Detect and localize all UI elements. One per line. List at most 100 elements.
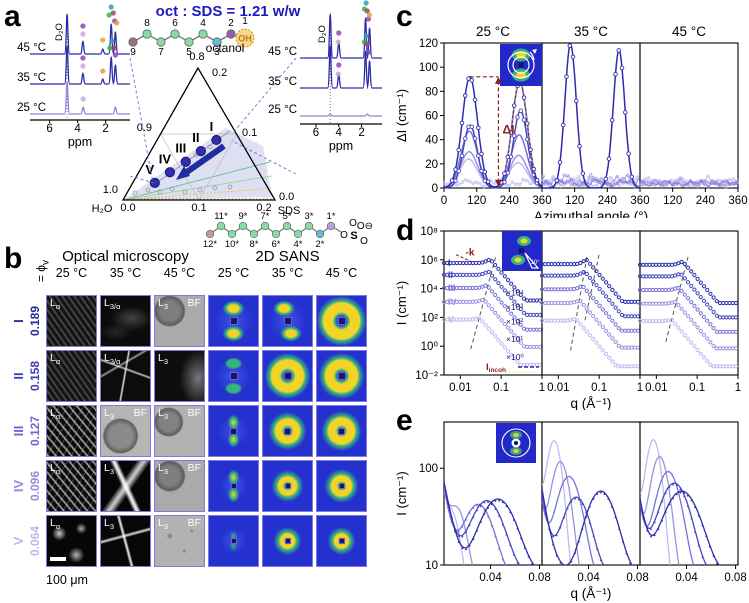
composition-marker xyxy=(182,189,188,195)
scatter-point xyxy=(493,263,498,268)
atom-number: 12* xyxy=(203,239,218,250)
noise-marker xyxy=(594,183,598,188)
composition-marker xyxy=(169,186,175,192)
connector-line xyxy=(129,57,153,179)
micrograph-cell: Lα xyxy=(46,405,97,457)
scatter-point xyxy=(537,362,543,367)
peak-assignment-dot xyxy=(80,63,86,69)
noise-marker xyxy=(731,182,735,186)
fit-dot xyxy=(542,489,543,491)
scatter-point xyxy=(613,305,618,310)
scatter-point xyxy=(685,280,691,285)
fit-dot xyxy=(675,484,678,487)
scatter-point xyxy=(689,300,694,305)
peak-assignment-dot xyxy=(335,71,341,77)
phase-label: Lα xyxy=(50,297,61,312)
scatter-point xyxy=(483,299,488,304)
data-marker xyxy=(603,176,608,182)
y-tick-label: 10⁰ xyxy=(421,341,439,353)
plot-frame xyxy=(639,42,739,189)
scatter-point xyxy=(597,321,602,326)
scatter-point xyxy=(698,351,703,356)
scatter-point xyxy=(470,317,475,322)
scattering-curve xyxy=(444,490,465,565)
fit-dot xyxy=(494,508,497,511)
x-axis-label: Azimuthal angle (°) xyxy=(534,209,648,218)
panel-temp-title: 45 °C xyxy=(672,24,706,39)
noise-marker xyxy=(727,182,732,187)
beamstop xyxy=(337,317,346,325)
scatter-point xyxy=(705,318,710,323)
fit-dot xyxy=(461,547,464,550)
fit-dot xyxy=(599,491,602,494)
noise-marker xyxy=(604,181,609,186)
noise-marker xyxy=(566,179,570,183)
connector-line xyxy=(231,140,297,175)
scatter-point xyxy=(483,322,488,328)
beamstop xyxy=(284,427,291,435)
octanol-atom xyxy=(142,29,152,39)
scatter-point xyxy=(607,298,612,303)
scatter-point xyxy=(669,300,675,305)
peak-assignment-dot xyxy=(335,39,341,45)
peak-assignment-dot xyxy=(363,33,369,39)
scatter-point xyxy=(483,259,488,264)
corner-label: SDS xyxy=(278,205,301,217)
scatter-point xyxy=(685,265,691,270)
fit-dot xyxy=(552,543,554,546)
scatter-point xyxy=(616,295,621,300)
fit-dot xyxy=(653,534,656,537)
scatter-point xyxy=(689,283,694,289)
atom-number: 6 xyxy=(172,18,178,29)
sans-pattern-cell xyxy=(316,515,367,567)
row-numeral: I xyxy=(11,319,26,323)
scatter-point xyxy=(505,349,511,354)
scatter-point xyxy=(695,325,700,330)
scatter-point xyxy=(669,274,675,279)
brightfield-label: BF xyxy=(187,297,201,309)
atom-number: 8 xyxy=(144,18,150,29)
ratio-title: oct : SDS = 1.21 w/w xyxy=(156,3,301,20)
fit-dot xyxy=(555,534,558,537)
fit-dot xyxy=(509,511,512,514)
fit-dot xyxy=(581,503,584,506)
scatter-point xyxy=(708,362,713,367)
fit-dot xyxy=(512,519,515,521)
noise-marker xyxy=(619,182,623,186)
phase-label: L3 xyxy=(104,407,115,422)
peak-assignment-dot xyxy=(109,38,115,44)
azimuthal-curve xyxy=(443,76,543,189)
fit-dot xyxy=(672,483,674,486)
axis-tick: 0.2 xyxy=(212,67,227,79)
data-marker xyxy=(577,143,582,149)
scatter-point xyxy=(692,287,697,292)
fit-dot xyxy=(483,513,486,516)
scatter-point xyxy=(467,317,472,322)
oh-label: OH xyxy=(238,34,252,44)
scatter-point xyxy=(502,345,507,350)
x-tick-label: 0.1 xyxy=(689,382,705,394)
scatter-point xyxy=(515,336,520,342)
fit-dot xyxy=(476,529,478,532)
noise-marker xyxy=(492,181,497,186)
noise-marker xyxy=(510,180,515,184)
scatter-point xyxy=(496,314,501,319)
fit-dot xyxy=(577,498,580,501)
brightfield-label: BF xyxy=(187,517,201,529)
scatter-point xyxy=(695,276,700,282)
noise-marker xyxy=(612,183,616,187)
noise-marker xyxy=(608,182,613,187)
axis-tick: 1.0 xyxy=(103,184,118,196)
data-marker xyxy=(459,153,465,158)
scatter-point xyxy=(610,287,615,293)
scatter-point xyxy=(578,271,583,276)
noise-marker xyxy=(622,179,627,184)
scatter-point xyxy=(537,312,543,318)
scatter-point xyxy=(663,318,668,323)
ppm-tick-label: 4 xyxy=(74,123,81,135)
sans-pattern-cell xyxy=(208,350,259,402)
peak-assignment-dot xyxy=(108,4,114,10)
x-tick-label: 0.08 xyxy=(528,572,550,584)
fit-dot xyxy=(498,499,500,502)
